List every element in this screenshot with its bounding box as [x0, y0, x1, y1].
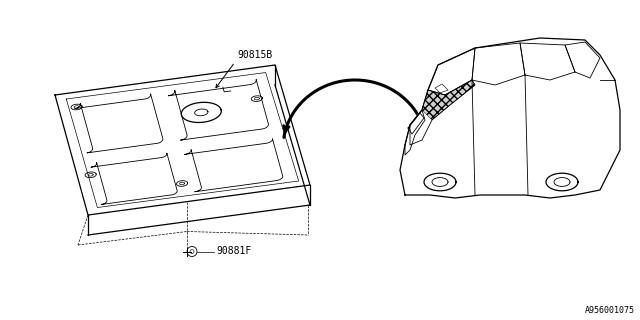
Polygon shape — [546, 173, 578, 191]
Text: 90815B: 90815B — [237, 50, 272, 60]
Polygon shape — [424, 173, 456, 191]
Polygon shape — [55, 65, 310, 215]
Text: A956001075: A956001075 — [585, 306, 635, 315]
Polygon shape — [400, 38, 620, 198]
Text: 90881F: 90881F — [216, 246, 252, 257]
Polygon shape — [422, 80, 475, 120]
